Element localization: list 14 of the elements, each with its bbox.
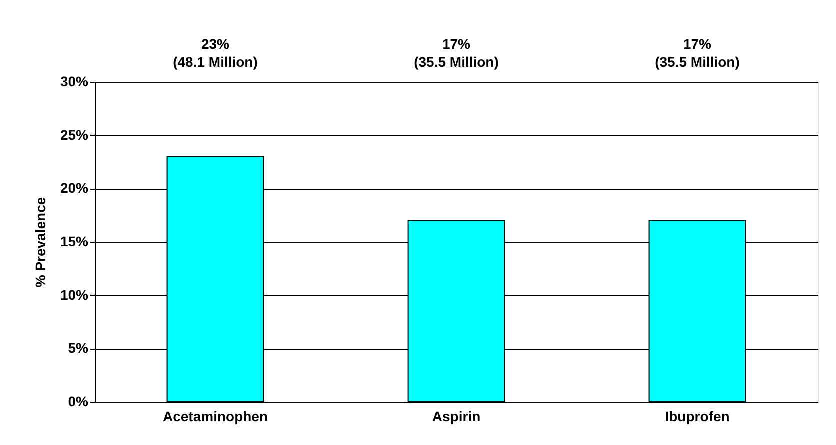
- data-label: 17% (35.5 Million): [414, 36, 499, 70]
- x-tick-label: Ibuprofen: [665, 408, 730, 424]
- y-axis-title: % Prevalence: [32, 197, 48, 288]
- y-tick-label: 10%: [60, 286, 90, 303]
- data-label: 23% (48.1 Million): [173, 36, 258, 70]
- y-tick-label: 25%: [60, 126, 90, 143]
- data-label: 17% (35.5 Million): [655, 36, 740, 70]
- x-tick-label: Acetaminophen: [162, 408, 268, 424]
- y-tick-label: 5%: [68, 340, 90, 356]
- y-tick-label: 30%: [60, 74, 90, 90]
- x-tick-label: Aspirin: [432, 408, 481, 424]
- y-tick-label: 15%: [60, 234, 90, 250]
- y-tick-label: 0%: [68, 394, 90, 410]
- y-tick-label: 20%: [60, 180, 90, 196]
